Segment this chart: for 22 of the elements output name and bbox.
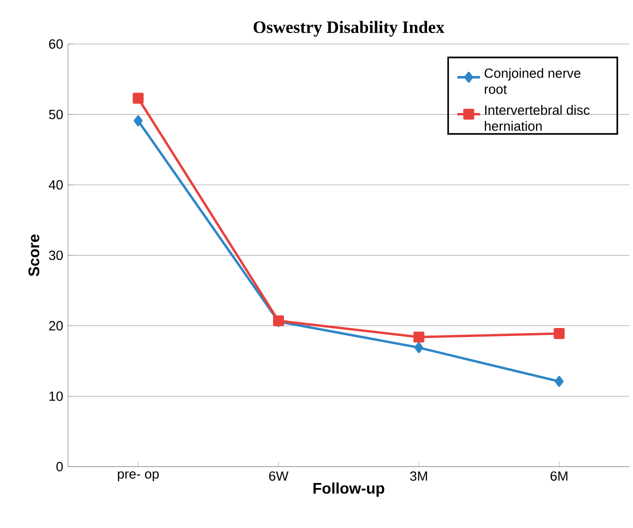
y-tick-label: 60	[49, 39, 63, 49]
point	[554, 328, 565, 339]
y-tick-label: 30	[48, 250, 63, 260]
y-tick-label: 40	[48, 180, 63, 190]
x-tick-label: 3M	[410, 471, 427, 481]
y-tick-label: 0	[56, 462, 63, 472]
x-tick-label: pre- op	[118, 471, 159, 482]
y-tick-label: 50	[49, 110, 63, 120]
point	[414, 342, 424, 354]
point	[413, 332, 424, 343]
chart-title: Oswestry Disability Index	[254, 20, 444, 37]
legend-label: Conjoined nerve root	[484, 68, 580, 94]
x-tick-label: 6W	[269, 471, 288, 481]
point	[134, 115, 143, 126]
point	[132, 92, 144, 104]
legend-label: Intervertebral disc herniation	[484, 105, 590, 131]
y-tick-label: 10	[49, 391, 63, 401]
point	[554, 376, 564, 387]
y-axis-title: Score	[28, 234, 40, 276]
y-tick-label: 20	[49, 321, 63, 330]
x-axis-title: Follow-up	[314, 482, 384, 497]
x-tick-label: 6M	[550, 471, 568, 481]
